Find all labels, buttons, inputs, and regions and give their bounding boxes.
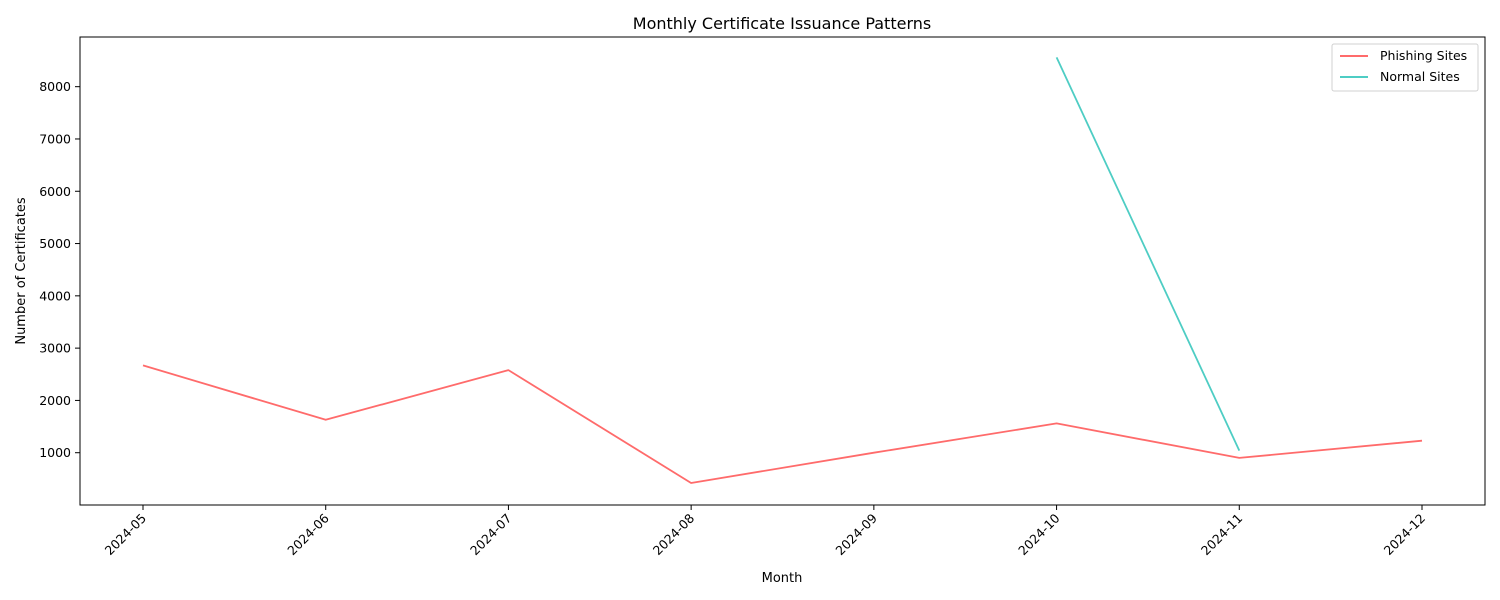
y-tick-label: 6000 — [39, 184, 71, 199]
plot-area — [79, 36, 1486, 506]
y-axis-ticks: 1000 2000 3000 4000 5000 6000 7000 8000 — [39, 79, 80, 460]
legend: Phishing Sites Normal Sites — [1331, 43, 1479, 92]
x-tick-label: 2024-11 — [1198, 511, 1246, 559]
y-tick-label: 3000 — [39, 341, 71, 356]
legend-box — [1331, 43, 1479, 92]
x-tick-label: 2024-09 — [832, 510, 880, 558]
chart-title: Monthly Certificate Issuance Patterns — [633, 14, 931, 33]
y-tick-label: 7000 — [39, 131, 71, 146]
y-tick-label: 2000 — [39, 393, 71, 408]
legend-label-normal-sites: Normal Sites — [1380, 69, 1460, 84]
series-lines — [142, 57, 1423, 484]
y-axis-label: Number of Certificates — [14, 197, 29, 345]
y-tick-label: 1000 — [39, 445, 71, 460]
x-tick-label: 2024-07 — [467, 511, 515, 559]
series-line-phishing-sites — [142, 364, 1423, 484]
y-tick-label: 5000 — [39, 236, 71, 251]
x-axis-ticks: 2024-05 2024-06 2024-07 2024-08 2024-09 2024-… — [102, 505, 1429, 559]
series-line-normal-sites — [1055, 57, 1241, 451]
x-axis-label: Month — [762, 571, 803, 586]
x-tick-label: 2024-12 — [1381, 511, 1429, 559]
y-tick-label: 8000 — [39, 79, 71, 94]
legend-label-phishing-sites: Phishing Sites — [1380, 48, 1467, 63]
y-tick-label: 4000 — [39, 288, 71, 303]
x-tick-label: 2024-10 — [1015, 510, 1063, 558]
x-tick-label: 2024-06 — [284, 510, 332, 558]
x-tick-label: 2024-08 — [650, 510, 698, 558]
x-tick-label: 2024-05 — [102, 511, 150, 559]
